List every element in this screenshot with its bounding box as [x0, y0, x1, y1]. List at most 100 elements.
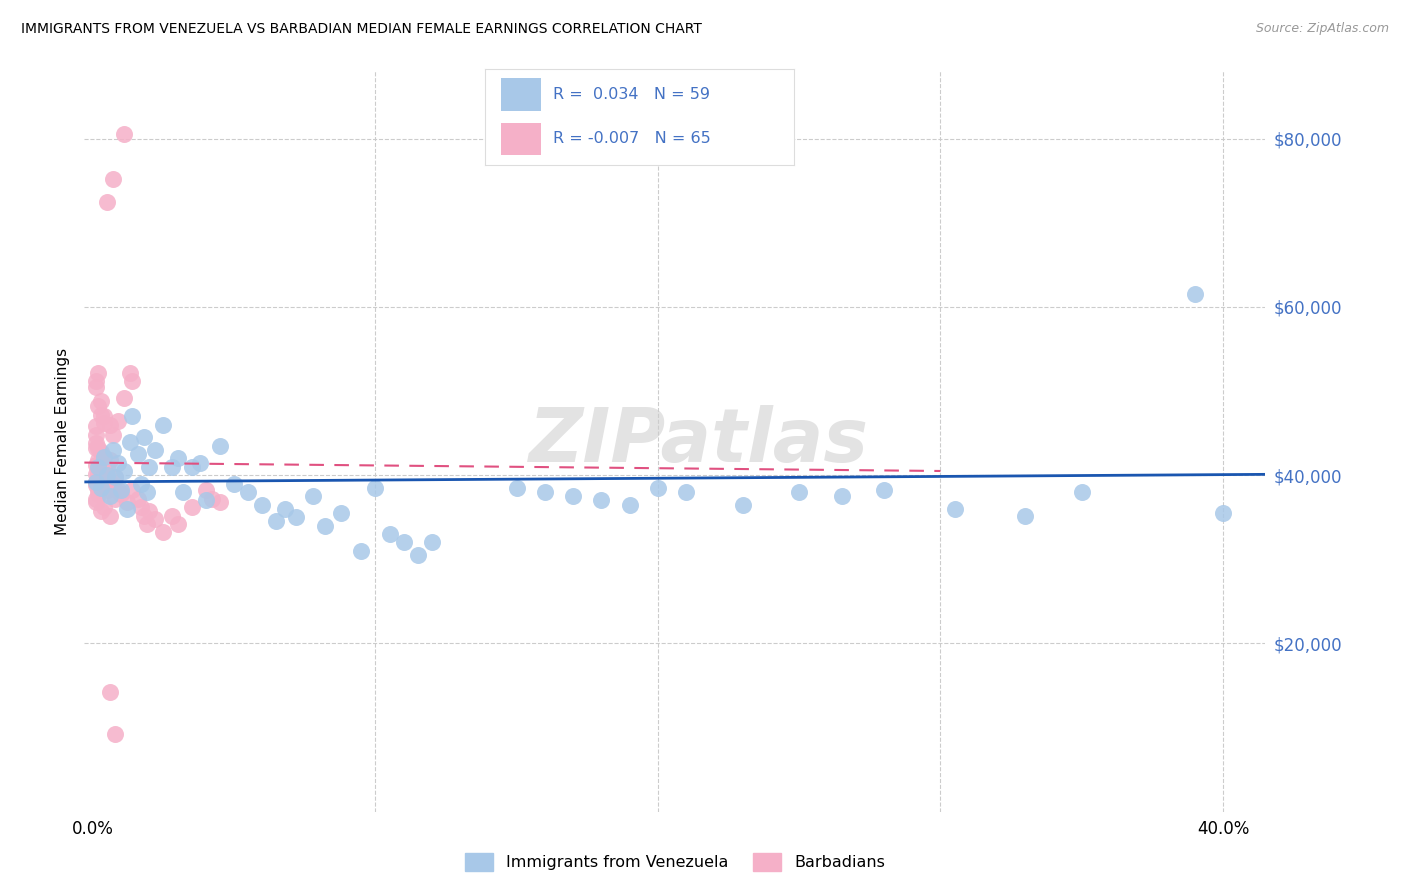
- Point: [943, 501, 966, 516]
- Point: [90, 394, 112, 409]
- Point: [84, 491, 107, 506]
- Point: [84, 374, 107, 388]
- Point: [831, 489, 853, 503]
- Point: [731, 498, 754, 512]
- Point: [87, 486, 110, 500]
- Point: [84, 475, 107, 489]
- Bar: [501, 122, 541, 155]
- Point: [87, 467, 110, 481]
- Point: [787, 485, 810, 500]
- Point: [143, 512, 166, 526]
- Point: [101, 427, 124, 442]
- Point: [110, 483, 132, 498]
- Point: [873, 483, 896, 498]
- Point: [98, 417, 121, 432]
- Point: [591, 493, 613, 508]
- Point: [93, 409, 115, 424]
- Point: [534, 485, 557, 500]
- Point: [132, 508, 155, 523]
- Point: [675, 485, 697, 500]
- Point: [104, 727, 127, 741]
- Point: [84, 475, 107, 489]
- Point: [101, 478, 124, 492]
- Point: [619, 498, 641, 512]
- Point: [364, 481, 387, 495]
- Text: Source: ZipAtlas.com: Source: ZipAtlas.com: [1256, 22, 1389, 36]
- Point: [330, 506, 353, 520]
- Text: R = -0.007   N = 65: R = -0.007 N = 65: [553, 130, 711, 145]
- Point: [266, 515, 288, 529]
- Point: [302, 489, 325, 503]
- Point: [98, 508, 121, 523]
- Point: [194, 493, 217, 508]
- Point: [121, 374, 143, 388]
- Point: [104, 470, 127, 484]
- Point: [127, 491, 149, 506]
- Point: [98, 453, 121, 467]
- Point: [90, 503, 112, 517]
- Point: [98, 685, 121, 699]
- Point: [84, 458, 107, 472]
- Point: [135, 485, 157, 500]
- Point: [224, 476, 246, 491]
- Point: [1070, 485, 1092, 500]
- Point: [152, 525, 174, 540]
- Point: [87, 442, 110, 456]
- Point: [285, 510, 308, 524]
- Point: [87, 399, 110, 413]
- Point: [112, 391, 135, 405]
- Point: [84, 467, 107, 481]
- Point: [96, 461, 118, 475]
- Point: [90, 481, 112, 495]
- Point: [93, 500, 115, 515]
- Point: [84, 427, 107, 442]
- Point: [166, 451, 188, 466]
- Point: [180, 459, 202, 474]
- Point: [121, 409, 143, 424]
- Point: [84, 442, 107, 456]
- Point: [84, 436, 107, 450]
- Point: [104, 491, 127, 506]
- Point: [647, 481, 669, 495]
- Point: [252, 498, 274, 512]
- Y-axis label: Median Female Earnings: Median Female Earnings: [55, 348, 70, 535]
- Point: [96, 483, 118, 498]
- Point: [121, 483, 143, 498]
- Point: [200, 491, 222, 506]
- Point: [84, 380, 107, 394]
- Text: IMMIGRANTS FROM VENEZUELA VS BARBADIAN MEDIAN FEMALE EARNINGS CORRELATION CHART: IMMIGRANTS FROM VENEZUELA VS BARBADIAN M…: [21, 22, 702, 37]
- Point: [90, 444, 112, 458]
- Point: [118, 366, 141, 380]
- Bar: [501, 78, 541, 112]
- Point: [87, 483, 110, 498]
- Point: [152, 417, 174, 432]
- Point: [160, 508, 183, 523]
- Point: [96, 194, 118, 209]
- Point: [104, 470, 127, 484]
- Point: [129, 500, 152, 515]
- Point: [172, 485, 194, 500]
- Point: [87, 459, 110, 474]
- Point: [188, 456, 211, 470]
- Point: [138, 503, 160, 517]
- Point: [93, 416, 115, 430]
- Point: [129, 476, 152, 491]
- Point: [84, 419, 107, 434]
- Point: [505, 481, 527, 495]
- Point: [1212, 506, 1234, 520]
- Point: [135, 516, 157, 531]
- Point: [138, 459, 160, 474]
- Point: [274, 501, 297, 516]
- Point: [208, 439, 231, 453]
- Point: [98, 475, 121, 489]
- Point: [115, 495, 138, 509]
- Point: [208, 495, 231, 509]
- Point: [238, 485, 260, 500]
- Point: [392, 535, 415, 549]
- Point: [1184, 287, 1206, 301]
- Point: [93, 458, 115, 472]
- Point: [93, 470, 115, 484]
- Legend: Immigrants from Venezuela, Barbadians: Immigrants from Venezuela, Barbadians: [458, 847, 891, 878]
- Point: [110, 486, 132, 500]
- Point: [378, 527, 401, 541]
